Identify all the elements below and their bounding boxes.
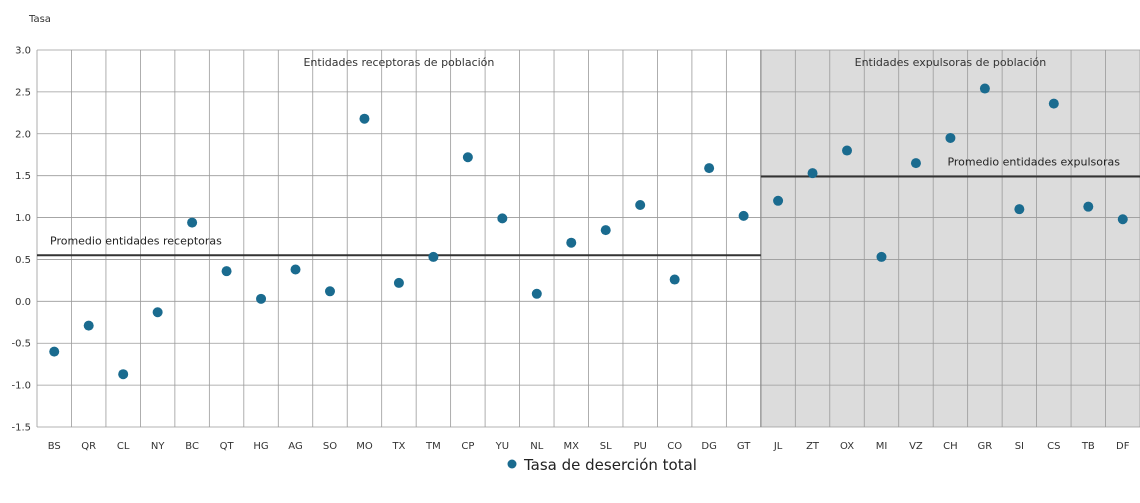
x-tick-label-TB: TB [1081, 441, 1095, 452]
point-HG [256, 293, 267, 304]
x-tick-label-PU: PU [634, 441, 647, 452]
region-label-1: Entidades expulsoras de población [855, 56, 1047, 69]
y-tick-label: 0.0 [15, 297, 31, 308]
x-tick-label-GR: GR [978, 441, 993, 452]
x-tick-label-NY: NY [151, 441, 165, 452]
point-BC [187, 217, 198, 228]
point-NL [531, 288, 542, 299]
point-TM [428, 251, 439, 262]
average-label-0: Promedio entidades receptoras [50, 234, 222, 247]
point-MX [566, 237, 577, 248]
point-JL [773, 195, 784, 206]
y-tick-label: 0.5 [15, 255, 31, 266]
point-SO [324, 286, 335, 297]
x-tick-label-CS: CS [1047, 441, 1060, 452]
region-label-0: Entidades receptoras de población [303, 56, 494, 69]
legend: Tasa de deserción total [507, 456, 697, 474]
point-SL [600, 225, 611, 236]
point-MI [876, 251, 887, 262]
point-TB [1083, 201, 1094, 212]
x-tick-label-DG: DG [701, 441, 716, 452]
point-AG [290, 264, 301, 275]
grid-layer [36, 49, 1140, 428]
point-CL [118, 369, 129, 380]
y-tick-label: 2.5 [15, 87, 31, 98]
data-points [49, 83, 1128, 380]
point-SI [1014, 204, 1025, 215]
x-tick-label-DF: DF [1116, 441, 1130, 452]
average-lines [37, 175, 1140, 257]
region-shade-0 [37, 50, 761, 427]
point-CO [669, 274, 680, 285]
x-tick-label-YU: YU [495, 441, 509, 452]
shade-layer [37, 50, 1140, 427]
y-tick-label: 1.5 [15, 171, 31, 182]
point-CS [1048, 98, 1059, 109]
x-tick-label-HG: HG [253, 441, 268, 452]
y-tick-label: -1.5 [11, 423, 31, 434]
average-label-1: Promedio entidades expulsoras [947, 156, 1120, 169]
x-tick-label-NL: NL [530, 441, 543, 452]
x-tick-label-TM: TM [425, 441, 441, 452]
y-axis-title: Tasa [28, 14, 51, 25]
y-tick-label: -0.5 [11, 339, 31, 350]
point-VZ [910, 158, 921, 169]
point-MO [359, 113, 370, 124]
point-QR [83, 320, 94, 331]
region-shade-1 [760, 50, 1140, 427]
point-ZT [807, 168, 818, 179]
point-NY [152, 307, 163, 318]
x-tick-label-BS: BS [48, 441, 61, 452]
point-YU [497, 213, 508, 224]
point-GR [979, 83, 990, 94]
x-tick-label-MI: MI [876, 441, 888, 452]
y-tick-label: 2.0 [15, 129, 31, 140]
legend-label: Tasa de deserción total [523, 456, 697, 474]
legend-marker [507, 459, 517, 469]
point-GT [738, 210, 749, 221]
x-tick-label-JL: JL [773, 441, 783, 452]
point-DG [704, 163, 715, 174]
label-layer: Entidades receptoras de población Entidad… [11, 46, 1129, 453]
x-tick-label-OX: OX [840, 441, 854, 452]
point-QT [221, 266, 232, 277]
y-tick-label: 1.0 [15, 213, 31, 224]
point-CP [462, 152, 473, 163]
x-tick-label-MO: MO [356, 441, 373, 452]
point-OX [842, 145, 853, 156]
point-TX [393, 277, 404, 288]
x-tick-label-AG: AG [288, 441, 302, 452]
x-tick-label-VZ: VZ [909, 441, 923, 452]
x-tick-label-QR: QR [81, 441, 96, 452]
x-tick-label-SI: SI [1015, 441, 1024, 452]
x-tick-label-CL: CL [117, 441, 130, 452]
x-tick-label-CO: CO [667, 441, 682, 452]
x-tick-label-CP: CP [461, 441, 474, 452]
x-tick-label-MX: MX [564, 441, 580, 452]
x-tick-label-CH: CH [943, 441, 958, 452]
y-tick-label: 3.0 [15, 46, 31, 57]
point-CH [945, 132, 956, 143]
x-tick-label-TX: TX [391, 441, 405, 452]
x-tick-label-SO: SO [323, 441, 337, 452]
x-tick-label-QT: QT [220, 441, 235, 452]
point-DF [1117, 214, 1128, 225]
x-tick-label-GT: GT [737, 441, 751, 452]
x-tick-label-BC: BC [185, 441, 199, 452]
y-tick-label: -1.0 [11, 381, 31, 392]
x-tick-label-SL: SL [600, 441, 612, 452]
x-tick-label-ZT: ZT [806, 441, 820, 452]
point-BS [49, 346, 60, 357]
point-PU [635, 199, 646, 210]
